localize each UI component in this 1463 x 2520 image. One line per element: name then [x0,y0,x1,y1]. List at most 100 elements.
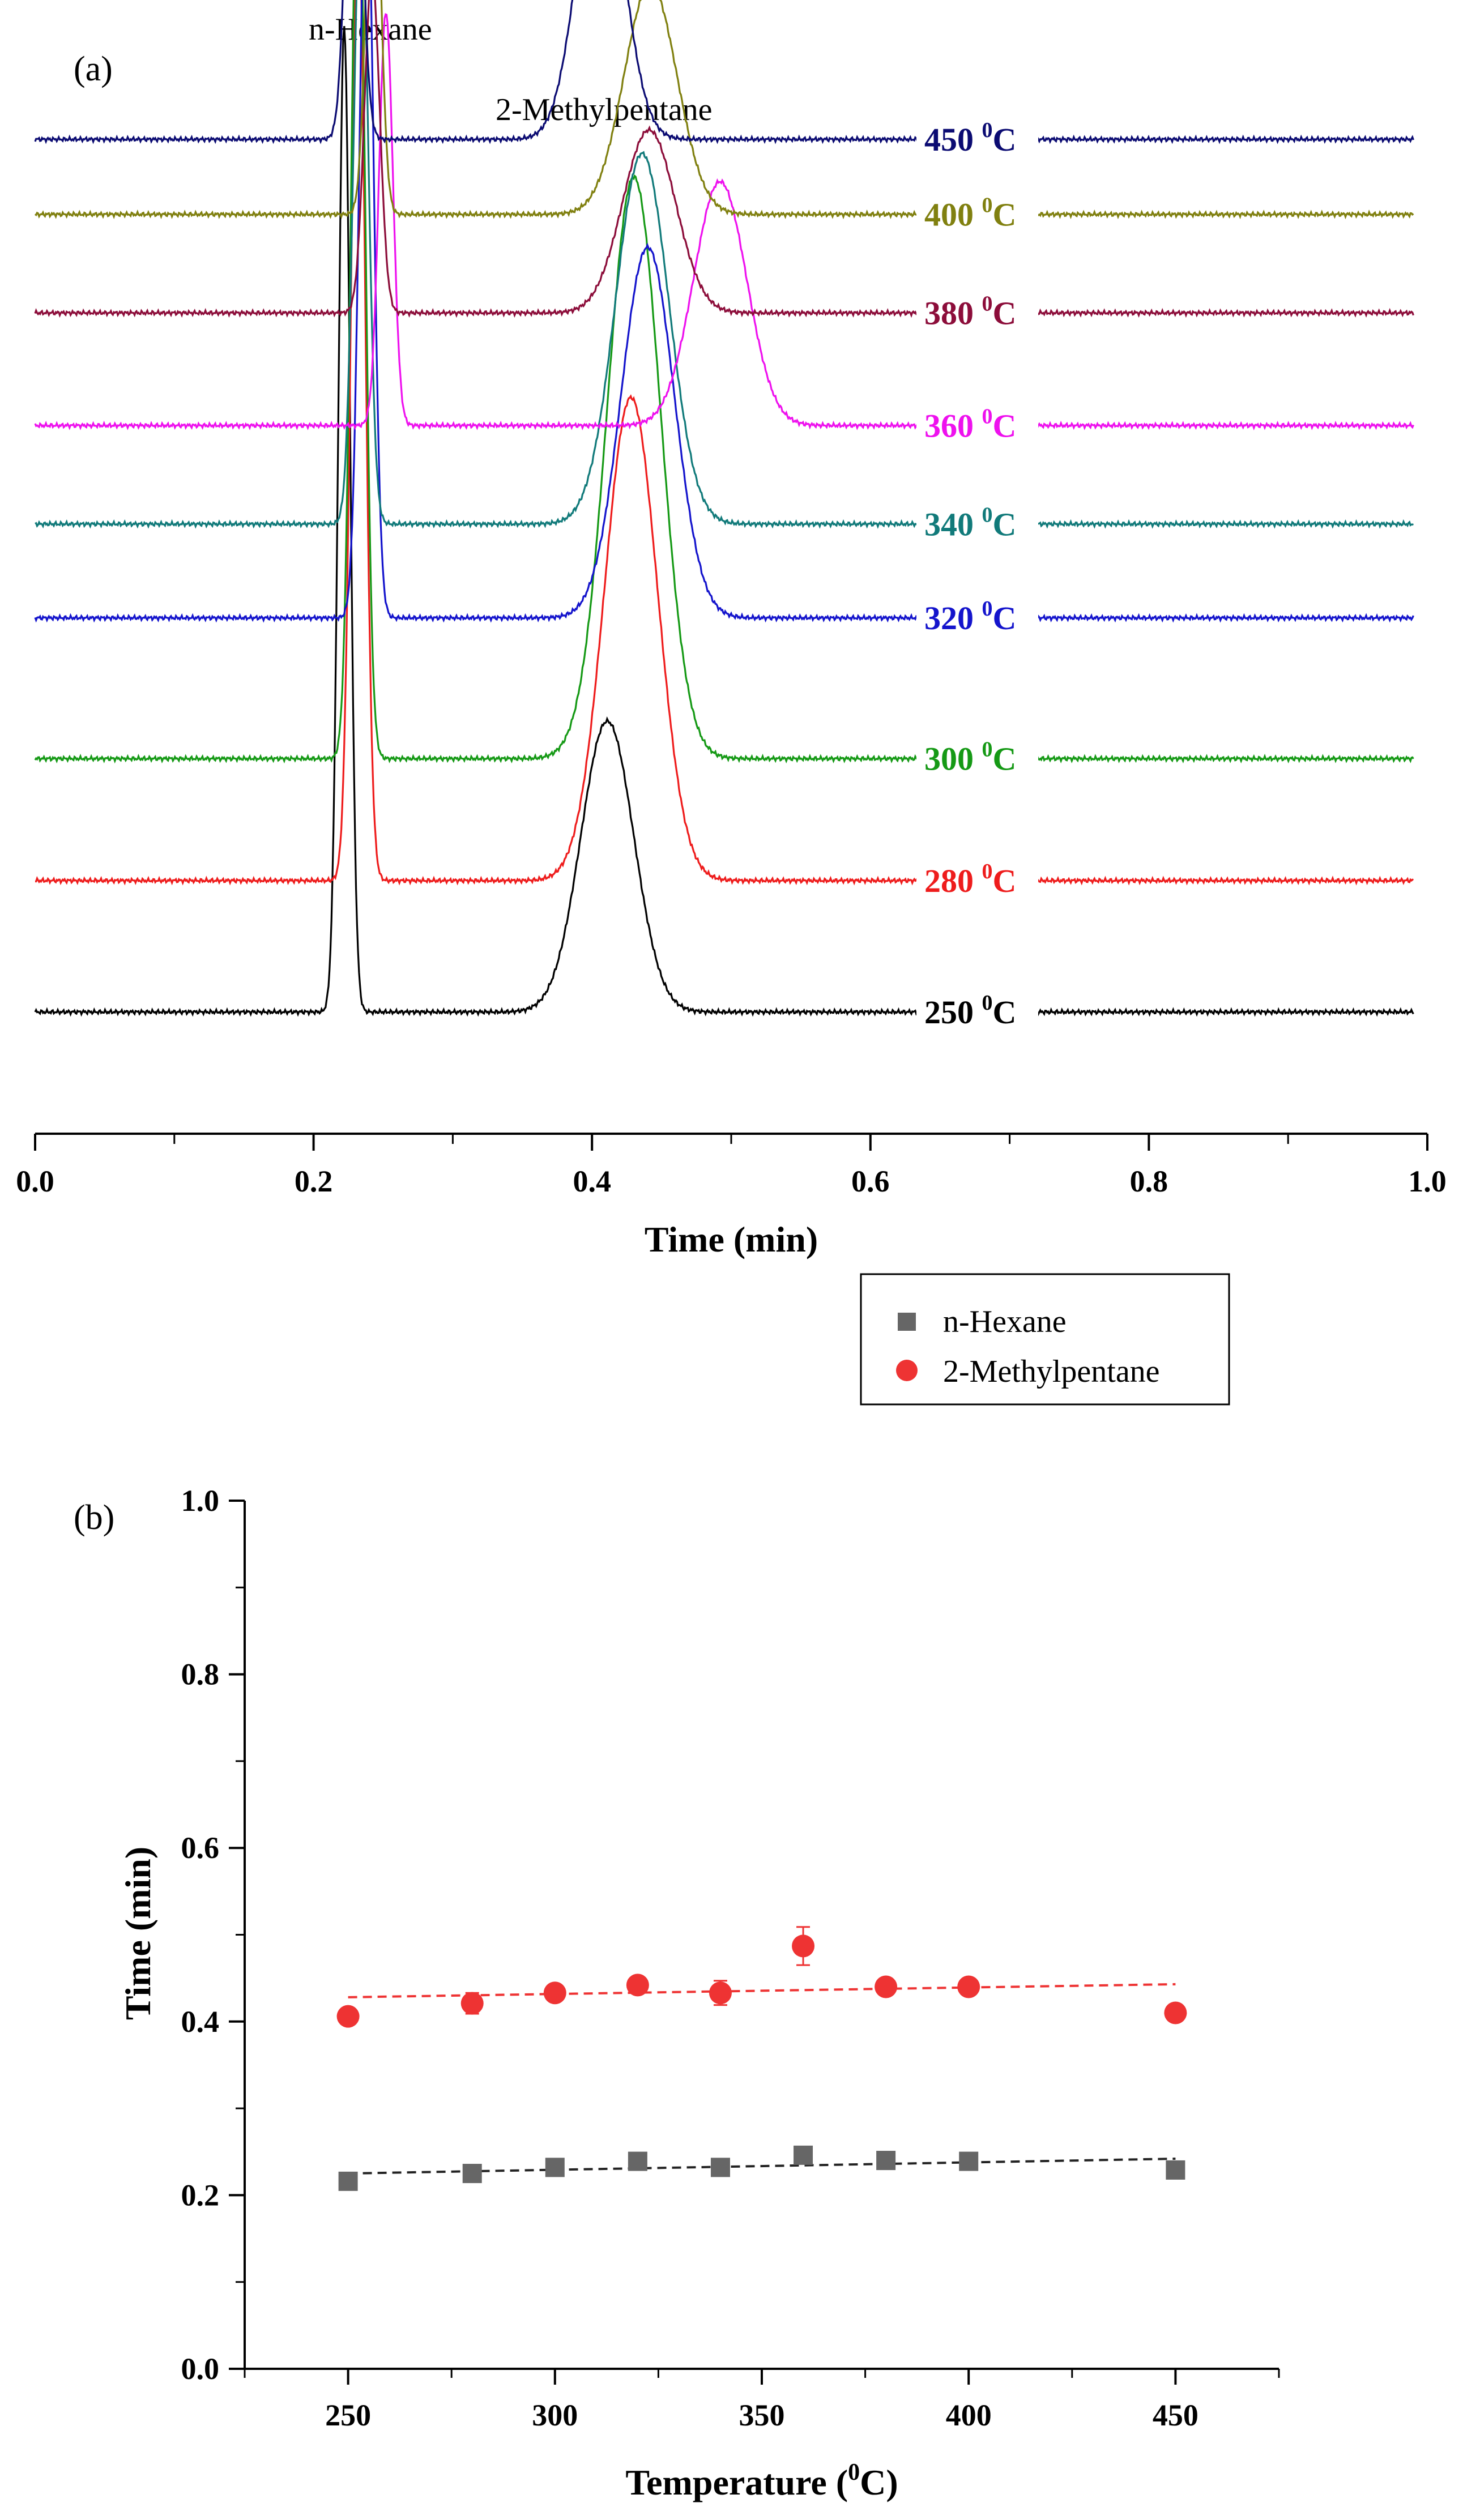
temp-unit: C [993,741,1017,778]
x-tick-label-b: 250 [325,2398,371,2432]
temp-value: 280 [924,862,982,899]
trend-lines [348,1983,1176,2175]
temp-label-340: 340 0C [924,503,1016,543]
x-tick-label: 0.4 [573,1164,611,1198]
x-tick-label: 0.2 [295,1164,333,1198]
point-2-methylpentane [875,1975,898,1998]
legend-label-n-hexane: n-Hexane [943,1304,1067,1339]
x-title-text: Temperature ( [625,2462,848,2502]
temp-unit: C [993,506,1017,543]
panel-b-label: (b) [74,1498,114,1537]
x-title-tail: C) [860,2462,898,2502]
x-axis-title: Time (min) [645,1219,818,1259]
label-bg-450 [916,122,1038,160]
legend-label-2-methylpentane: 2-Methylpentane [943,1354,1160,1389]
trace-400 [34,0,1414,220]
temp-unit: C [993,407,1017,444]
n-hexane-annotation: n-Hexane [309,12,432,47]
trace-380 [34,0,1414,318]
y-axis-ticks: 0.0 0.2 0.4 0.6 0.8 1.0 [181,1484,245,2386]
temp-unit-sup: 0 [982,404,993,428]
y-tick-label: 1.0 [181,1484,220,1518]
x-tick-label: 1.0 [1408,1164,1447,1198]
temp-unit: C [993,862,1017,899]
legend-marker-2-methylpentane [896,1360,918,1381]
temp-label-360: 360 0C [924,404,1016,444]
trace-340 [35,0,1414,529]
x-title-sup: 0 [848,2459,860,2485]
point-2-methylpentane [543,1981,566,2005]
temp-value: 380 [924,295,982,332]
label-bg-280 [916,864,1038,902]
x-tick-label-b: 450 [1153,2398,1198,2432]
temp-label-450: 450 0C [924,118,1016,158]
temp-value: 300 [924,741,982,778]
temp-unit-sup: 0 [982,991,993,1015]
2-methylpentane-annotation: 2-Methylpentane [496,92,713,127]
label-bg-360 [916,408,1038,446]
x-tick-label: 0.0 [16,1164,54,1198]
temp-unit-sup: 0 [982,194,993,217]
retention-time-panel: (b) 0.0 0.2 0.4 0.6 0.8 1.0 250 300 350 400 450 T… [74,1273,1280,2502]
legend-marker-n-hexane [898,1313,916,1331]
label-bg-340 [916,507,1038,545]
point-n-hexane [794,2145,813,2165]
temp-label-380: 380 0C [924,292,1016,332]
y-tick-label: 0.2 [181,2178,220,2212]
point-n-hexane [545,2158,565,2177]
temp-value: 450 [924,121,982,158]
point-n-hexane [1166,2160,1185,2180]
label-bg-380 [916,296,1038,334]
point-n-hexane [876,2151,896,2171]
panel-a-label: (a) [74,50,113,88]
trace-450 [34,0,1414,144]
point-2-methylpentane [792,1934,815,1958]
point-n-hexane [338,2171,358,2191]
point-2-methylpentane [460,1992,484,2015]
point-2-methylpentane [1164,2001,1187,2024]
label-bg-300 [916,741,1038,779]
temp-unit-sup: 0 [982,860,993,883]
temp-label-300: 300 0C [924,738,1016,778]
x-tick-label-b: 350 [739,2398,785,2432]
temp-value: 400 [924,197,982,233]
temp-value: 250 [924,994,982,1031]
trace-320 [34,0,1414,623]
temp-unit: C [993,121,1017,158]
trace-300 [34,0,1414,764]
legend-box [860,1273,1230,1406]
label-bg-250 [916,995,1038,1032]
trace-250 [34,25,1414,1017]
label-bg-400 [916,197,1038,235]
point-n-hexane [462,2164,482,2184]
x-axis-ticks-b: 250 300 350 400 450 [244,2369,1280,2432]
x-tick-label-b: 400 [946,2398,992,2432]
point-2-methylpentane [709,1981,732,2005]
temp-label-250: 250 0C [924,991,1016,1031]
x-tick-label: 0.6 [851,1164,890,1198]
trace-280 [35,0,1414,886]
temp-unit: C [993,994,1017,1031]
fit-line-n-hexane [348,2158,1176,2175]
temp-value: 360 [924,407,982,444]
point-2-methylpentane [957,1975,980,1998]
temp-value: 340 [924,506,982,543]
point-2-methylpentane [626,1974,649,1997]
x-axis-ticks: 0.0 0.2 0.4 0.6 0.8 1.0 [16,1134,1447,1198]
y-axis-title: Time (min) [118,1847,158,2020]
x-tick-label-b: 300 [532,2398,578,2432]
y-tick-label: 0.8 [181,1658,220,1692]
temp-unit-sup: 0 [982,292,993,316]
temp-value: 320 [924,600,982,637]
trace-360 [34,13,1414,431]
temp-unit-sup: 0 [982,738,993,762]
temp-unit: C [993,600,1017,637]
fit-line-2-methylpentane [348,1983,1176,1998]
temp-unit: C [993,295,1017,332]
point-n-hexane [959,2151,979,2171]
point-2-methylpentane [336,2005,360,2028]
legend: n-Hexane 2-Methylpentane [860,1273,1230,1406]
